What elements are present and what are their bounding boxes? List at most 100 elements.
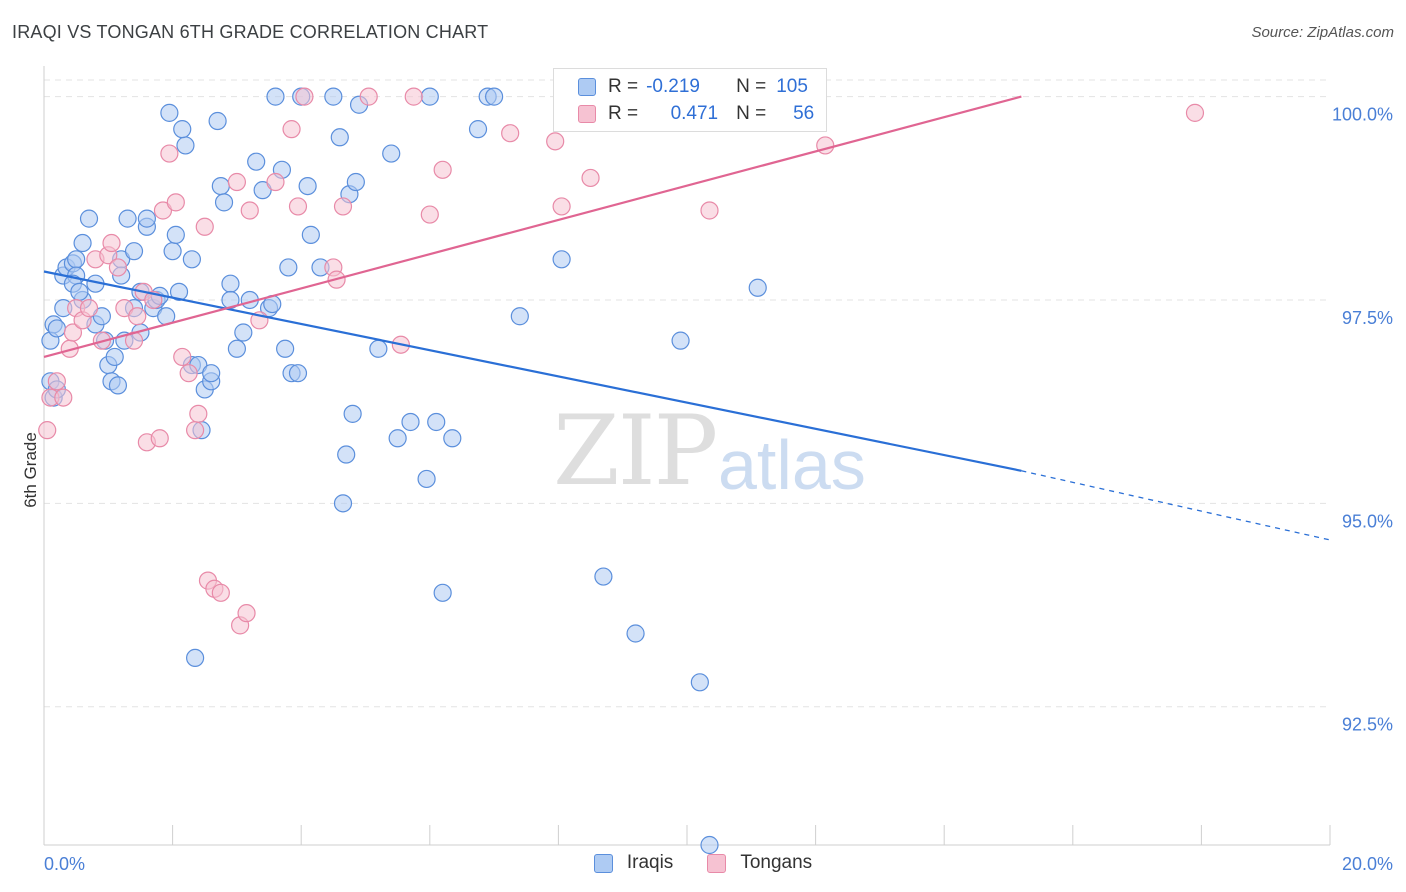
- iraqis-r-label: R =: [608, 76, 639, 97]
- iraqis-swatch: [578, 78, 596, 96]
- chart-title: IRAQI VS TONGAN 6TH GRADE CORRELATION CH…: [12, 22, 489, 42]
- iraqis-point: [690, 673, 709, 692]
- tongans-point: [404, 87, 423, 106]
- iraqis-point: [73, 233, 92, 253]
- tongans-points: [38, 87, 1205, 635]
- iraqis-point: [173, 120, 192, 139]
- iraqis-point: [388, 429, 407, 448]
- iraqis-point: [108, 376, 128, 395]
- iraqis-point: [118, 209, 137, 228]
- tongans-point: [186, 421, 205, 440]
- x-tick-label: 0.0%: [44, 854, 85, 874]
- tongans-point: [54, 388, 73, 407]
- iraqis-point: [160, 103, 179, 122]
- stats-legend: R = -0.219 N = 105 R = 0.471 N = 56: [553, 68, 827, 132]
- iraqis-point: [468, 120, 488, 139]
- tongans-point: [179, 364, 198, 383]
- tongans-point: [295, 87, 314, 106]
- tongans-point: [166, 193, 185, 212]
- iraqis-point: [626, 624, 645, 643]
- iraqis-point: [163, 242, 182, 261]
- iraqis-r-value: -0.219: [646, 76, 700, 97]
- tongans-legend-swatch: [707, 853, 727, 873]
- iraqis-point: [427, 412, 446, 432]
- iraqis-point: [137, 209, 156, 228]
- iraqis-point: [748, 278, 767, 297]
- iraqis-trend-line: [43, 270, 1022, 472]
- tongans-point: [79, 299, 99, 318]
- iraqis-point: [47, 319, 66, 338]
- tongans-n-value: 56: [793, 103, 815, 124]
- x-tick-label: 20.0%: [1342, 854, 1393, 874]
- y-tick-label: 97.5%: [1342, 308, 1393, 328]
- tongans-point: [108, 258, 128, 277]
- tongans-point: [227, 172, 246, 192]
- tongans-point: [359, 87, 378, 106]
- tongans-swatch: [578, 105, 596, 123]
- iraqis-point: [166, 225, 185, 244]
- iraqis-point: [401, 412, 420, 432]
- tongans-point: [288, 197, 308, 216]
- legend-item-iraqis[interactable]: Iraqis: [593, 852, 673, 874]
- iraqis-point: [382, 144, 401, 163]
- iraqis-point: [182, 250, 201, 269]
- iraqis-point: [92, 307, 111, 326]
- iraqis-point: [266, 87, 285, 106]
- iraqis-points: [41, 87, 767, 855]
- iraqis-point: [324, 87, 343, 106]
- iraqis-point: [169, 282, 189, 301]
- watermark-atlas: atlas: [718, 426, 866, 504]
- legend-row-iraqis: R = -0.219 N = 105: [578, 73, 808, 101]
- tongans-point: [282, 120, 301, 139]
- tongans-point: [581, 168, 600, 188]
- iraqis-point: [79, 209, 99, 228]
- tongans-point: [102, 233, 121, 253]
- tongans-point: [195, 217, 214, 236]
- tick-labels: 92.5% 95.0% 97.5% 100.0% 0.0% 20.0%: [44, 105, 1393, 874]
- tongans-n-label: N =: [736, 103, 767, 124]
- tongans-r-label: R =: [608, 103, 639, 124]
- watermark-zip: ZIP: [553, 395, 718, 507]
- tongans-point: [552, 197, 571, 216]
- iraqis-point: [333, 494, 353, 513]
- y-tick-label: 92.5%: [1342, 715, 1393, 735]
- iraqis-point: [279, 258, 298, 277]
- iraqis-point: [343, 404, 362, 423]
- iraqis-point: [485, 87, 504, 106]
- iraqis-point: [288, 364, 308, 383]
- iraqis-point: [202, 364, 221, 383]
- tongans-point: [150, 429, 169, 448]
- iraqis-point: [227, 339, 246, 358]
- legend-item-tongans[interactable]: Tongans: [707, 852, 812, 874]
- tongans-point: [160, 144, 179, 163]
- y-axis-title: 6th Grade: [21, 432, 40, 508]
- iraqis-point: [67, 250, 86, 269]
- iraqis-trend-extension: [1021, 470, 1331, 541]
- iraqis-point: [186, 648, 205, 668]
- tongans-point: [153, 201, 173, 220]
- tongans-point: [63, 323, 83, 342]
- iraqis-point: [433, 583, 452, 602]
- tongans-legend-label: Tongans: [740, 852, 813, 873]
- iraqis-point: [211, 176, 230, 196]
- tongans-point: [211, 583, 230, 602]
- tongans-point: [128, 307, 147, 326]
- tongans-point: [433, 160, 452, 179]
- tongans-point: [115, 299, 134, 318]
- iraqis-point: [298, 176, 317, 196]
- tongans-point: [420, 205, 439, 224]
- axes: [43, 66, 1331, 846]
- legend-row-tongans: R = 0.471 N = 56: [578, 100, 814, 128]
- iraqis-point: [417, 469, 436, 489]
- iraqis-point: [276, 339, 295, 358]
- tongans-point: [240, 201, 259, 220]
- iraqis-point: [208, 111, 227, 131]
- iraqis-point: [420, 87, 439, 106]
- trend-lines: [43, 95, 1331, 541]
- iraqis-point: [346, 172, 365, 192]
- iraqis-point: [105, 347, 124, 367]
- iraqis-point: [70, 282, 89, 301]
- iraqis-point: [253, 181, 272, 200]
- tongans-trend-line: [43, 95, 1022, 358]
